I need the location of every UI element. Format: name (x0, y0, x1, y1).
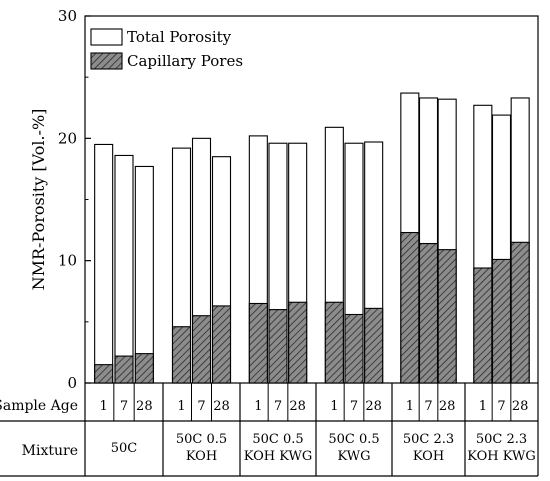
bar-capillary-pores (473, 267, 493, 384)
bar-capillary-pores (364, 307, 384, 384)
sample-age-label: 7 (497, 399, 505, 414)
mixture-label-line: 50C 2.3 (476, 432, 527, 447)
sample-age-label: 7 (274, 399, 282, 414)
sample-age-label: 28 (289, 399, 306, 414)
plot-area: 0 10 20 30 NMR-Porosity [Vol.-%] Total Porosi… (29, 7, 539, 392)
sample-age-label: 1 (330, 399, 338, 414)
mixture-label: 50C (111, 441, 138, 456)
bar-capillary-pores (324, 301, 344, 384)
row-label-sample-age: Sample Age (0, 398, 78, 414)
bar-capillary-pores (288, 301, 308, 384)
y-axis-label: NMR-Porosity [Vol.-%] (29, 109, 48, 291)
sample-age-label: 7 (197, 399, 205, 414)
bar-capillary-pores (510, 241, 530, 384)
sample-age-label: 28 (213, 399, 230, 414)
mixture-label-line: KOH (413, 449, 444, 464)
bar-capillary-pores (344, 313, 364, 384)
sample-age-label: 28 (136, 399, 153, 414)
sample-age-label: 1 (254, 399, 262, 414)
mixture-label-line: 50C (111, 441, 138, 456)
y-tick-label: 10 (58, 252, 77, 270)
sample-age-label: 1 (406, 399, 414, 414)
legend-swatch-total (90, 28, 123, 46)
mixture-label-line: KOH KWG (467, 449, 536, 464)
sample-age-label: 1 (479, 399, 487, 414)
sample-age-label: 28 (365, 399, 382, 414)
mixture-label-line: 50C 0.5 (328, 432, 379, 447)
mixture-label-line: KOH KWG (244, 449, 313, 464)
bar-capillary-pores (114, 355, 134, 384)
bar-capillary-pores (400, 231, 420, 384)
sample-age-label: 28 (512, 399, 529, 414)
mixture-label-line: 50C 0.5 (176, 432, 227, 447)
mixture-label: 50C 2.3 KOH KWG (467, 432, 536, 464)
y-tick-label: 30 (58, 7, 77, 25)
sample-age-label: 7 (424, 399, 432, 414)
bar-capillary-pores (134, 353, 154, 384)
sample-age-label: 7 (120, 399, 128, 414)
mixture-label-line: KWG (338, 449, 371, 464)
bar-capillary-pores (418, 242, 439, 384)
y-tick-label: 20 (58, 129, 77, 147)
sample-age-label: 28 (439, 399, 456, 414)
mixture-label-line: 50C 0.5 (252, 432, 303, 447)
mixture-label: 50C 0.5 KWG (328, 432, 379, 464)
bar-total-porosity (134, 165, 154, 384)
bar-capillary-pores (437, 249, 457, 384)
bar-capillary-pores (171, 326, 192, 384)
mixture-label: 50C 0.5 KOH KWG (244, 432, 313, 464)
legend-label-capillary: Capillary Pores (127, 52, 243, 70)
bar-total-porosity (114, 154, 134, 384)
sample-age-label: 1 (100, 399, 108, 414)
legend-label-total: Total Porosity (127, 28, 232, 46)
mixture-label-line: KOH (186, 449, 217, 464)
bar-capillary-pores (211, 305, 232, 384)
sample-age-label: 1 (177, 399, 185, 414)
row-label-mixture: Mixture (22, 443, 78, 459)
sample-age-label: 7 (350, 399, 358, 414)
bar-capillary-pores (94, 364, 114, 384)
legend-swatch-capillary (90, 52, 123, 70)
bar-capillary-pores (491, 258, 512, 384)
mixture-label: 50C 0.5 KOH (176, 432, 227, 464)
bar-capillary-pores (268, 309, 288, 384)
bar-total-porosity (94, 143, 114, 384)
mixture-label-line: 50C 2.3 (403, 432, 454, 447)
y-tick-label: 0 (67, 374, 77, 392)
mixture-label: 50C 2.3 KOH (403, 432, 454, 464)
bar-capillary-pores (248, 302, 268, 384)
bar-capillary-pores (191, 315, 212, 384)
